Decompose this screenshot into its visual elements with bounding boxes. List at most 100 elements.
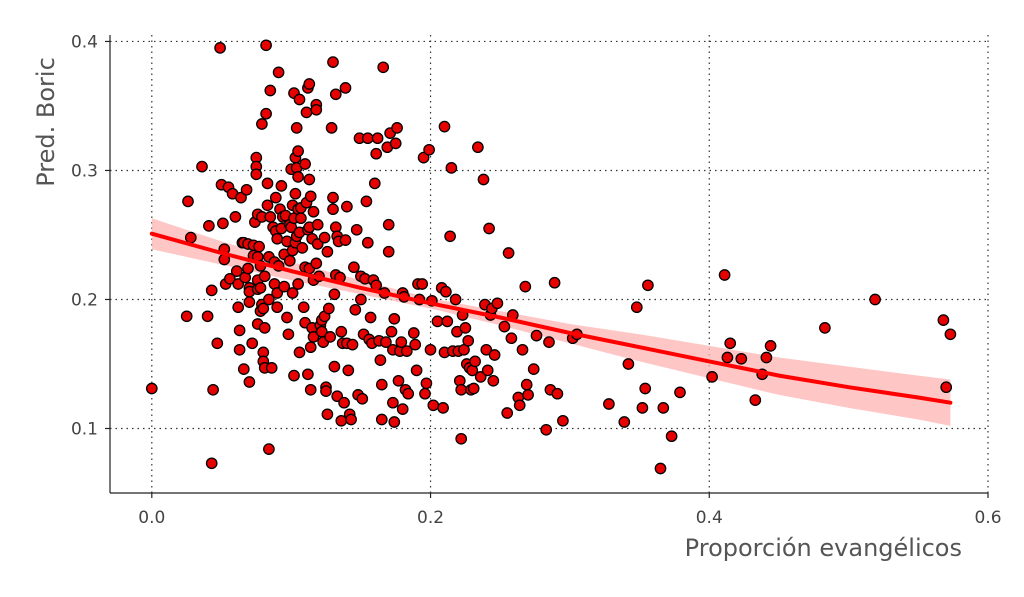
scatter-point xyxy=(516,343,529,356)
scatter-point xyxy=(416,278,429,290)
scatter-point xyxy=(449,293,462,306)
scatter-point xyxy=(207,383,219,396)
scatter-point xyxy=(264,84,277,97)
x-tick-label: 0.2 xyxy=(417,508,444,528)
scatter-point xyxy=(311,218,324,231)
scatter-point xyxy=(293,93,306,106)
tick-labels: 0.0 0.2 0.4 0.6 0.1 0.2 0.3 0.4 xyxy=(71,32,1002,528)
scatter-point xyxy=(349,303,362,316)
scatter-point xyxy=(423,143,435,156)
scatter-point xyxy=(402,387,415,400)
scatter-point xyxy=(232,278,245,290)
scatter-point xyxy=(502,247,515,259)
scatter-point xyxy=(371,132,384,145)
scatter-point xyxy=(304,341,317,354)
scatter-point xyxy=(328,360,341,373)
scatter-point xyxy=(290,122,303,134)
x-tick-label: 0.0 xyxy=(138,508,165,528)
scatter-point xyxy=(382,218,395,231)
scatter-point xyxy=(257,302,270,315)
scatter-point xyxy=(180,310,193,323)
scatter-point xyxy=(474,371,487,383)
scatter-point xyxy=(272,66,285,79)
scatter-point xyxy=(320,385,332,397)
scatter-point xyxy=(205,284,218,297)
scatter-point xyxy=(639,382,652,395)
scatter-point xyxy=(286,287,299,299)
scatter-point xyxy=(940,381,953,394)
scatter-point xyxy=(346,338,359,351)
y-axis-title: Pred. Boric xyxy=(32,57,60,187)
scatter-point xyxy=(196,160,208,173)
scatter-point xyxy=(338,396,350,409)
scatter-point xyxy=(203,220,215,232)
scatter-point xyxy=(735,352,748,365)
scatter-point xyxy=(211,337,224,350)
scatter-point xyxy=(467,382,480,395)
scatter-point xyxy=(264,211,277,223)
scatter-point xyxy=(374,354,387,366)
scatter-point xyxy=(472,141,484,154)
scatter-point xyxy=(622,358,635,370)
scatter-point xyxy=(551,387,564,400)
scatter-point xyxy=(420,377,433,390)
scatter-point xyxy=(302,368,314,381)
scatter-point xyxy=(328,288,341,301)
scatter-point xyxy=(483,222,495,235)
scatter-point xyxy=(184,231,197,244)
scatter-point xyxy=(543,336,555,348)
scatter-point xyxy=(355,293,367,306)
scatter-point xyxy=(400,345,413,357)
scatter-point xyxy=(540,423,553,436)
scatter-point xyxy=(385,325,398,338)
scatter-point xyxy=(375,413,388,426)
scatter-point xyxy=(321,408,334,421)
x-axis-title: Proporción evangélicos xyxy=(685,534,962,562)
scatter-point xyxy=(260,107,272,120)
scatter-point xyxy=(498,320,511,333)
scatter-point xyxy=(292,278,304,290)
scatter-point xyxy=(345,413,357,426)
scatter-point xyxy=(303,78,316,90)
trend-line-layer xyxy=(149,231,953,405)
scatter-point xyxy=(368,177,381,190)
scatter-point xyxy=(410,364,423,377)
scatter-point xyxy=(299,158,311,170)
scatter-point xyxy=(654,462,667,475)
scatter-point xyxy=(488,349,501,361)
scatter-point xyxy=(618,416,631,428)
confidence-band xyxy=(151,218,951,426)
scatter-point xyxy=(321,245,334,258)
y-tick-label: 0.1 xyxy=(71,419,98,439)
scatter-point xyxy=(548,276,561,289)
scatter-point xyxy=(261,177,274,190)
scatter-point xyxy=(292,171,304,183)
scatter-point xyxy=(327,56,339,68)
scatter-point xyxy=(271,232,284,245)
scatter-point xyxy=(278,280,291,293)
scatter-point xyxy=(480,343,493,356)
scatter-point xyxy=(339,82,352,94)
scatter-point xyxy=(229,211,242,223)
scatter-point xyxy=(263,443,275,455)
y-tick-label: 0.2 xyxy=(71,290,98,310)
scatter-point xyxy=(145,382,158,395)
scatter-point xyxy=(869,293,881,306)
scatter-point xyxy=(271,301,284,314)
scatter-point xyxy=(505,332,518,345)
scatter-point xyxy=(396,403,409,415)
scatter-point xyxy=(491,297,504,310)
scatter-point xyxy=(438,120,451,133)
scatter-point xyxy=(205,457,218,470)
scatter-point xyxy=(297,301,310,314)
scatter-point xyxy=(292,145,304,157)
scatter-point xyxy=(706,371,718,383)
scatter-point xyxy=(424,343,437,356)
scatter-point xyxy=(243,376,256,388)
scatter-point xyxy=(718,269,731,281)
scatter-point xyxy=(409,338,422,351)
scatter-point xyxy=(254,282,267,294)
scatter-point xyxy=(322,302,335,315)
scatter-point xyxy=(481,364,494,377)
scatter-point xyxy=(327,203,339,216)
